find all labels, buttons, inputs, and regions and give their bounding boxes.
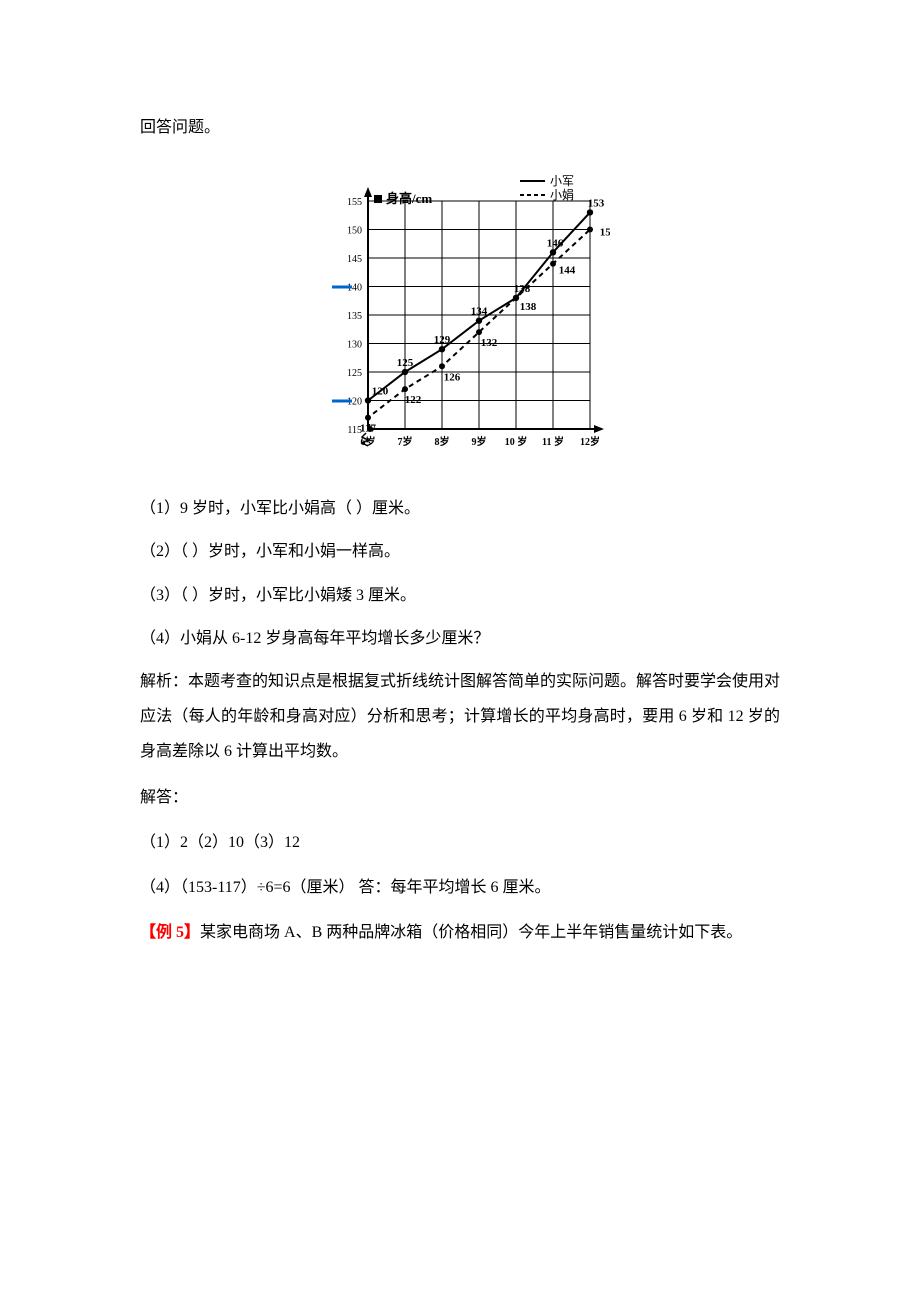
svg-text:138: 138 <box>520 301 537 313</box>
svg-text:12岁: 12岁 <box>580 435 600 448</box>
question-list: （1）9 岁时，小军比小娟高（ ）厘米。 （2）（ ）岁时，小军和小娟一样高。 … <box>140 491 780 656</box>
svg-text:150: 150 <box>347 226 362 237</box>
analysis-text: 解析：本题考查的知识点是根据复式折线统计图解答简单的实际问题。解答时要学会使用对… <box>140 664 780 770</box>
answer-1-2-3: （1）2（2）10（3）12 <box>140 825 780 860</box>
svg-text:145: 145 <box>347 254 362 265</box>
svg-text:135: 135 <box>347 311 362 322</box>
svg-text:134: 134 <box>471 306 488 318</box>
svg-text:小娟: 小娟 <box>550 188 574 202</box>
svg-text:153: 153 <box>588 198 605 210</box>
example-5-text: 某家电商场 A、B 两种品牌冰箱（价格相同）今年上半年销售量统计如下表。 <box>200 924 742 941</box>
example-5: 【例 5】某家电商场 A、B 两种品牌冰箱（价格相同）今年上半年销售量统计如下表… <box>140 915 780 950</box>
height-chart: 小军小娟身高/cm1151201251301351401451501556岁7岁… <box>310 173 610 473</box>
example-5-label: 【例 5】 <box>140 924 200 941</box>
svg-text:8岁: 8岁 <box>435 435 450 448</box>
svg-text:122: 122 <box>405 394 422 406</box>
svg-text:150: 150 <box>600 227 610 239</box>
svg-text:146: 146 <box>547 237 564 249</box>
svg-text:126: 126 <box>444 371 461 383</box>
question-4: （4）小娟从 6-12 岁身高每年平均增长多少厘米？ <box>140 621 780 656</box>
svg-text:125: 125 <box>347 368 362 379</box>
svg-text:小军: 小军 <box>550 174 574 188</box>
svg-text:120: 120 <box>372 386 389 398</box>
question-1: （1）9 岁时，小军比小娟高（ ）厘米。 <box>140 491 780 526</box>
answer-header: 解答： <box>140 780 780 815</box>
question-2: （2）（ ）岁时，小军和小娟一样高。 <box>140 534 780 569</box>
question-3: （3）（ ）岁时，小军比小娟矮 3 厘米。 <box>140 578 780 613</box>
svg-text:132: 132 <box>481 337 498 349</box>
chart-svg: 小军小娟身高/cm1151201251301351401451501556岁7岁… <box>310 173 610 473</box>
document-page: 回答问题。 小军小娟身高/cm1151201251301351401451501… <box>0 0 920 1302</box>
svg-text:11 岁: 11 岁 <box>542 435 564 448</box>
svg-text:117: 117 <box>360 423 376 435</box>
svg-text:155: 155 <box>347 197 362 208</box>
svg-text:125: 125 <box>397 357 414 369</box>
svg-text:7岁: 7岁 <box>398 435 413 448</box>
svg-text:10 岁: 10 岁 <box>505 435 528 448</box>
svg-text:129: 129 <box>434 334 451 346</box>
svg-text:144: 144 <box>559 265 576 277</box>
svg-text:9岁: 9岁 <box>472 435 487 448</box>
intro-line: 回答问题。 <box>140 110 780 145</box>
svg-text:138: 138 <box>514 283 531 295</box>
svg-text:身高/cm: 身高/cm <box>386 191 432 206</box>
svg-text:130: 130 <box>347 340 362 351</box>
chart-container: 小军小娟身高/cm1151201251301351401451501556岁7岁… <box>140 173 780 473</box>
answer-4: （4）（153-117）÷6=6（厘米） 答：每年平均增长 6 厘米。 <box>140 870 780 905</box>
